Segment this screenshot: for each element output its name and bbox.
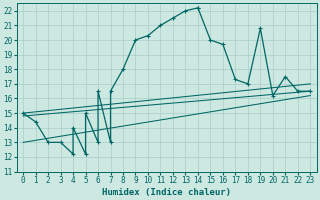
X-axis label: Humidex (Indice chaleur): Humidex (Indice chaleur) bbox=[102, 188, 231, 197]
